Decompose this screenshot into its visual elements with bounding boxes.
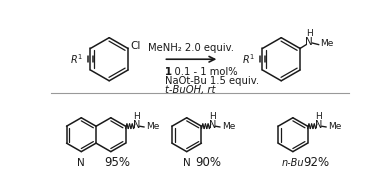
Text: N: N (133, 120, 140, 130)
Text: 1: 1 (165, 67, 172, 77)
Text: NaOt-Bu 1.5 equiv.: NaOt-Bu 1.5 equiv. (165, 76, 259, 86)
Text: $R^1$: $R^1$ (241, 52, 255, 66)
Text: 1 0.1 - 1 mol%: 1 0.1 - 1 mol% (165, 67, 238, 77)
Text: H: H (209, 112, 216, 121)
Text: 92%: 92% (303, 156, 329, 169)
Text: N: N (78, 158, 85, 168)
Text: Me: Me (320, 39, 333, 48)
Text: H: H (306, 29, 313, 38)
Text: Cl: Cl (130, 41, 141, 51)
Text: N: N (315, 120, 322, 130)
Text: N: N (209, 120, 216, 130)
Text: MeNH₂ 2.0 equiv.: MeNH₂ 2.0 equiv. (148, 43, 234, 53)
Text: t-BuOH, rt: t-BuOH, rt (165, 85, 215, 95)
Text: 95%: 95% (104, 156, 130, 169)
Text: H: H (315, 112, 322, 121)
Text: Me: Me (147, 122, 160, 132)
Text: Me: Me (222, 122, 236, 132)
Text: 90%: 90% (195, 156, 222, 169)
Text: $R^1$: $R^1$ (69, 52, 83, 66)
Text: H: H (133, 112, 140, 121)
Text: n-Bu: n-Bu (282, 158, 304, 168)
Text: N: N (183, 158, 191, 168)
Text: Me: Me (328, 122, 342, 132)
Text: N: N (305, 37, 313, 47)
